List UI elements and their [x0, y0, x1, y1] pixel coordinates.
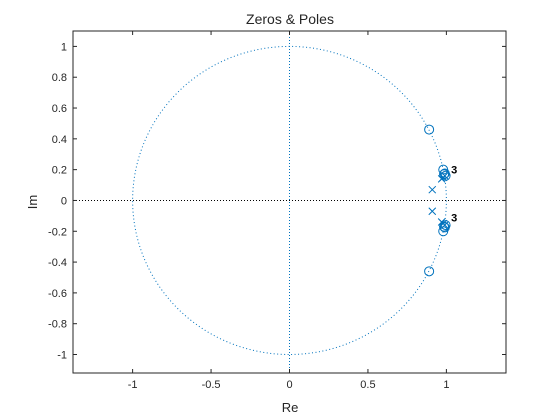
pole-marker [428, 207, 437, 216]
multiplicity-label: 3 [451, 212, 457, 224]
x-tick-label: 0.5 [360, 379, 375, 391]
chart-title: Zeros & Poles [246, 11, 334, 27]
zero-marker [439, 222, 450, 233]
plot-area: -1 -0.5 0 0.5 1 1 0.8 0.6 0.4 0.2 0 -0.2 -0.4 -0.6 -0.… [48, 30, 507, 391]
y-tick-label: -0.4 [48, 257, 67, 269]
y-tick-label: 0.8 [52, 72, 67, 84]
x-tick-label: 1 [443, 379, 449, 391]
zero-marker [424, 266, 435, 277]
pole-marker [440, 221, 449, 229]
y-tick-label: 0.4 [52, 134, 67, 146]
multiplicity-label: 3 [451, 165, 457, 177]
x-axis-label: Re [282, 400, 299, 415]
pole-marker [428, 185, 437, 194]
y-tick-label: 0.2 [52, 165, 67, 177]
x-tick-label: -0.5 [202, 379, 221, 391]
pole-marker [440, 171, 449, 180]
zero-marker [439, 168, 450, 179]
y-tick-label: -1 [57, 350, 67, 362]
zero-marker [424, 124, 435, 135]
y-tick-label: -0.6 [48, 288, 67, 300]
x-tick-label: 0 [286, 379, 292, 391]
y-tick-label: -0.8 [48, 319, 67, 331]
y-tick-label: -0.2 [48, 226, 67, 238]
y-axis-label: Im [25, 195, 40, 209]
y-tick-label: 0 [61, 195, 67, 207]
y-tick-label: 1 [61, 41, 67, 53]
x-tick-label: -1 [128, 379, 138, 391]
y-tick-label: 0.6 [52, 103, 67, 115]
